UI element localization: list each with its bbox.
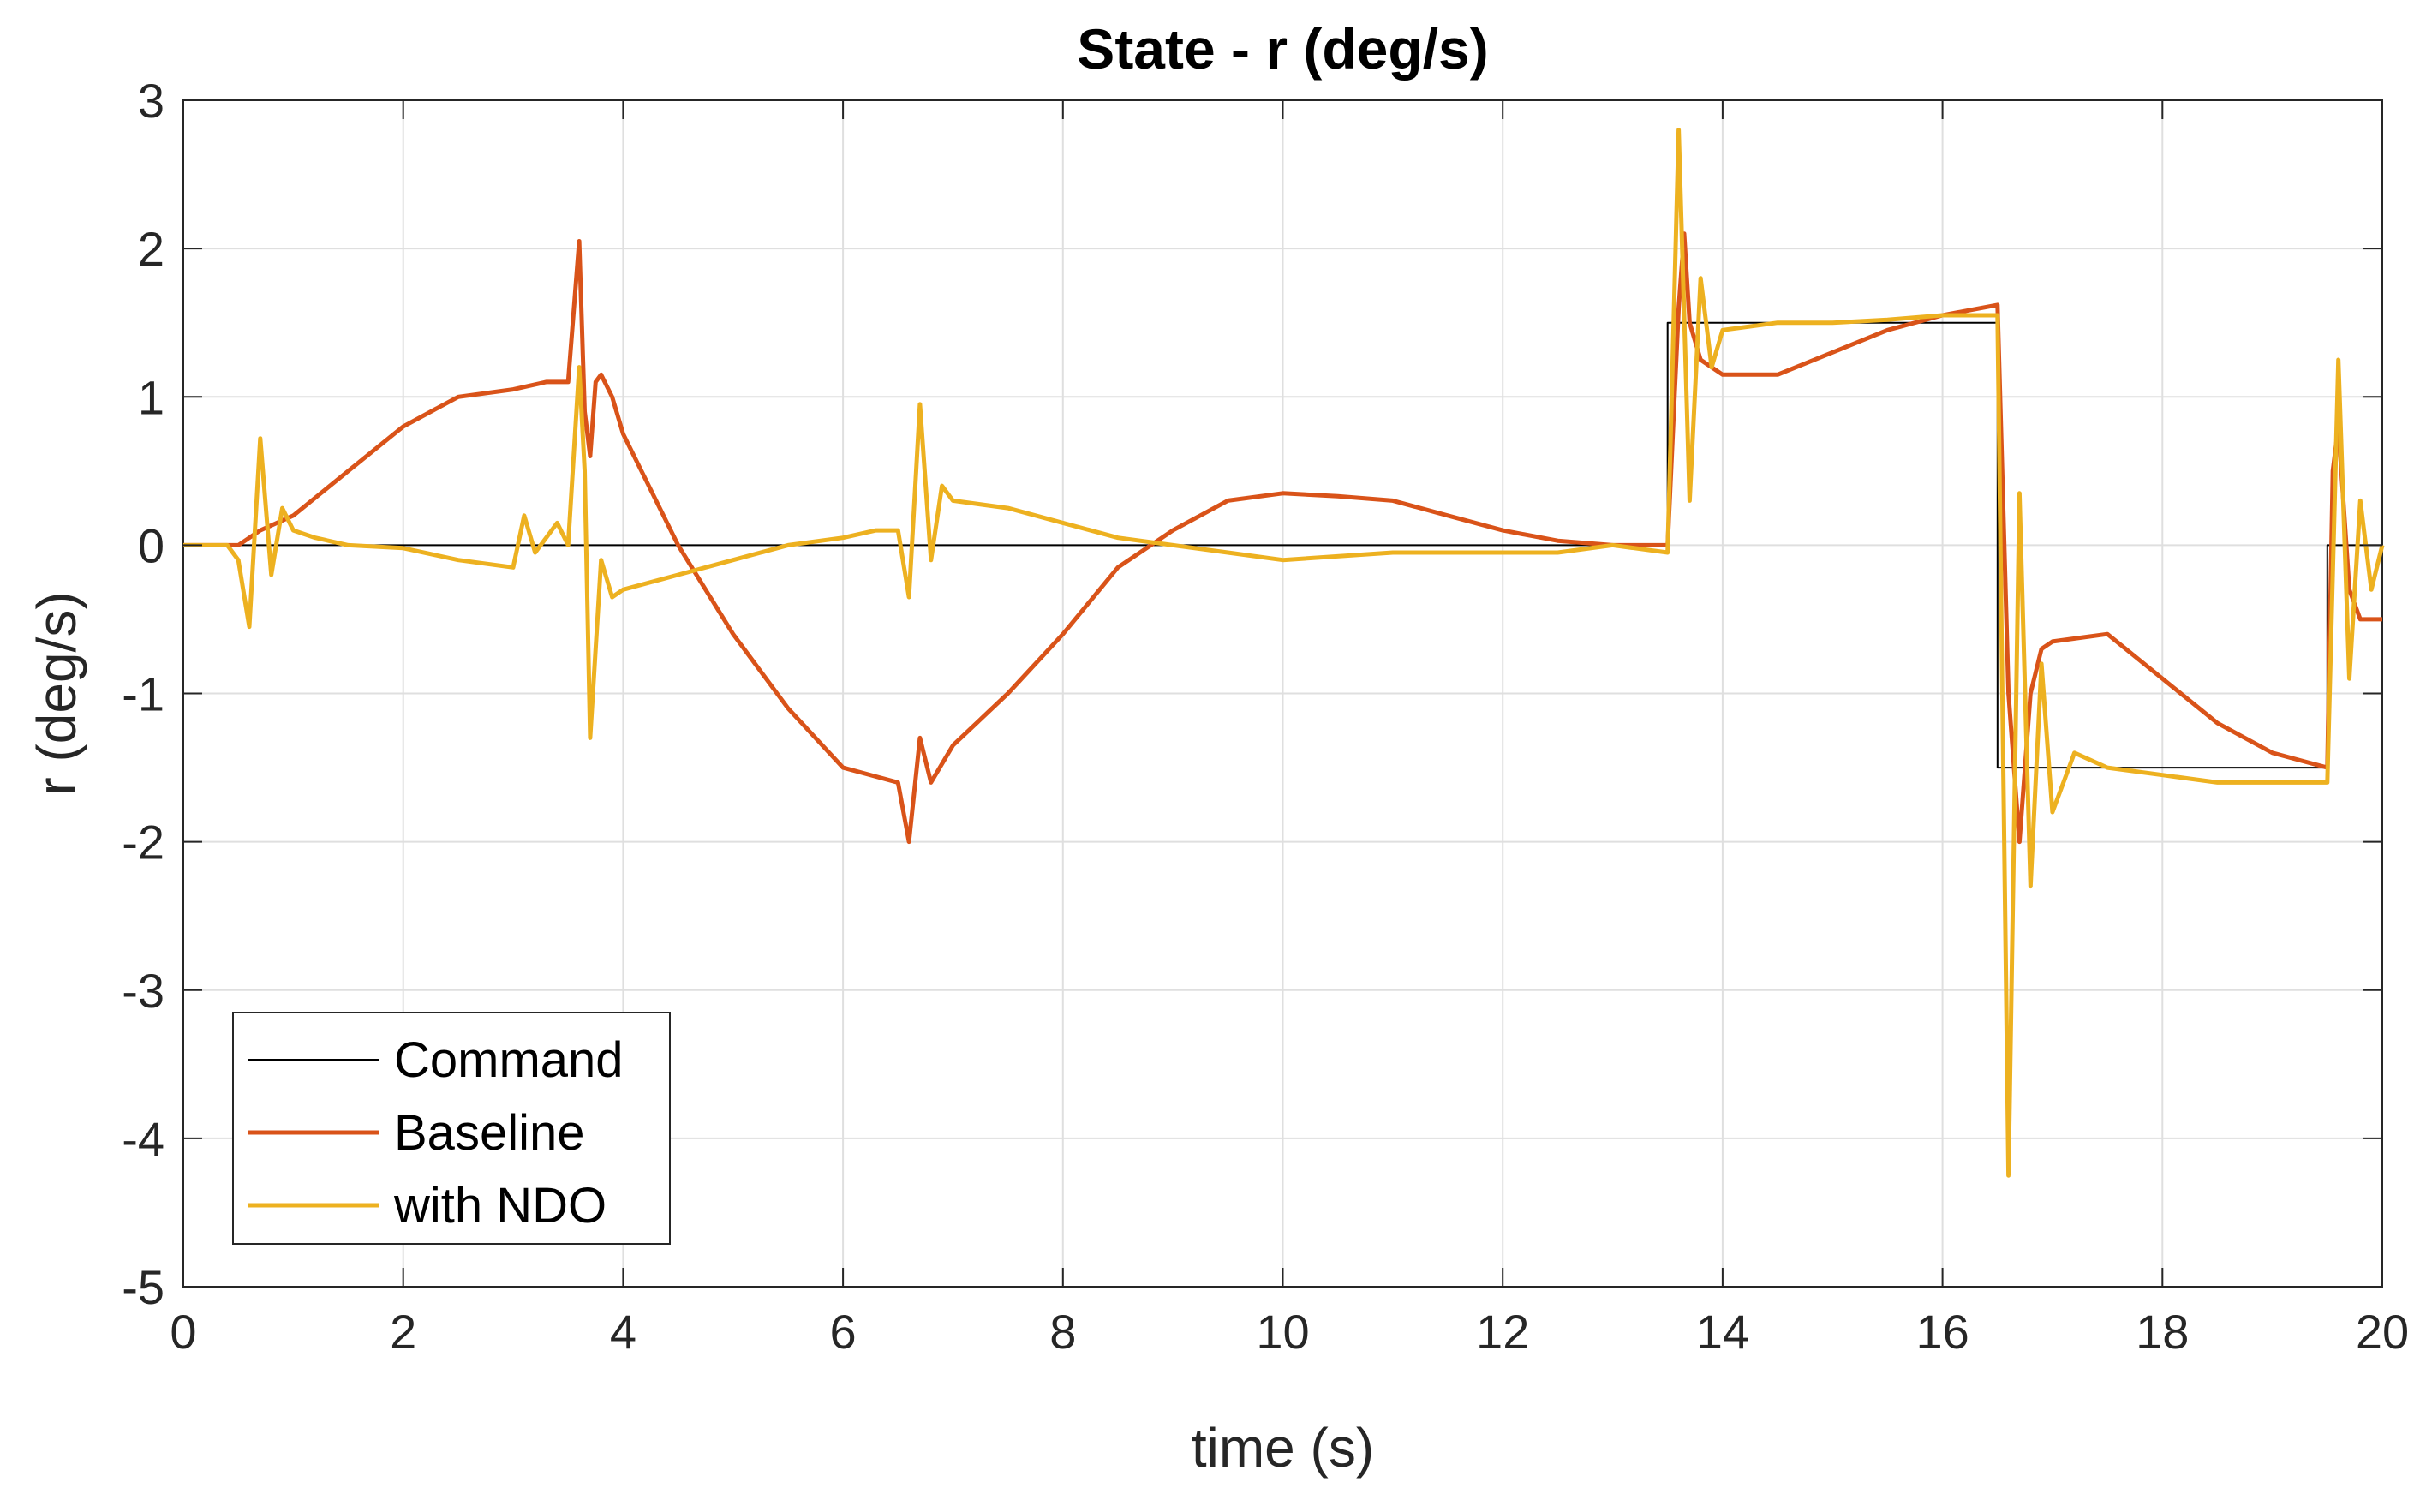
series-line-baseline bbox=[183, 231, 2382, 845]
legend-label-baseline: Baseline bbox=[394, 1105, 584, 1161]
series-line-with-ndo bbox=[183, 128, 2385, 1178]
y-axis-label: r (deg/s) bbox=[26, 591, 87, 795]
legend-label-command: Command bbox=[394, 1032, 624, 1088]
x-tick-label: 14 bbox=[1696, 1305, 1749, 1359]
x-tick-label: 8 bbox=[1049, 1305, 1076, 1359]
y-tick-label: -2 bbox=[122, 816, 164, 870]
series-layer bbox=[183, 128, 2385, 1178]
y-tick-label: 0 bbox=[138, 518, 164, 572]
x-tick-label: 10 bbox=[1256, 1305, 1309, 1359]
legend: Command Baseline with NDO bbox=[232, 1012, 671, 1245]
y-tick-label: 2 bbox=[138, 222, 164, 276]
y-tick-label: -4 bbox=[122, 1112, 164, 1166]
y-tick-label: 3 bbox=[138, 74, 164, 128]
chart-title: State - r (deg/s) bbox=[1077, 17, 1488, 81]
x-tick-label: 20 bbox=[2356, 1305, 2409, 1359]
y-tick-label: -1 bbox=[122, 667, 164, 721]
x-axis-label: time (s) bbox=[1192, 1417, 1374, 1479]
y-tick-label: -5 bbox=[122, 1260, 164, 1314]
y-ticks: -5 -4 -3 -2 -1 0 1 2 3 bbox=[122, 74, 2382, 1314]
y-tick-label: 1 bbox=[138, 370, 164, 424]
legend-label-with-ndo: with NDO bbox=[393, 1178, 607, 1234]
y-tick-label: -3 bbox=[122, 964, 164, 1018]
x-ticks: 0 2 4 6 8 10 12 14 16 18 20 bbox=[170, 100, 2409, 1359]
x-tick-label: 18 bbox=[2136, 1305, 2189, 1359]
x-tick-label: 6 bbox=[830, 1305, 857, 1359]
x-tick-label: 0 bbox=[170, 1305, 196, 1359]
x-tick-label: 4 bbox=[610, 1305, 636, 1359]
x-tick-label: 12 bbox=[1476, 1305, 1529, 1359]
x-tick-label: 2 bbox=[390, 1305, 416, 1359]
x-tick-label: 16 bbox=[1915, 1305, 1969, 1359]
